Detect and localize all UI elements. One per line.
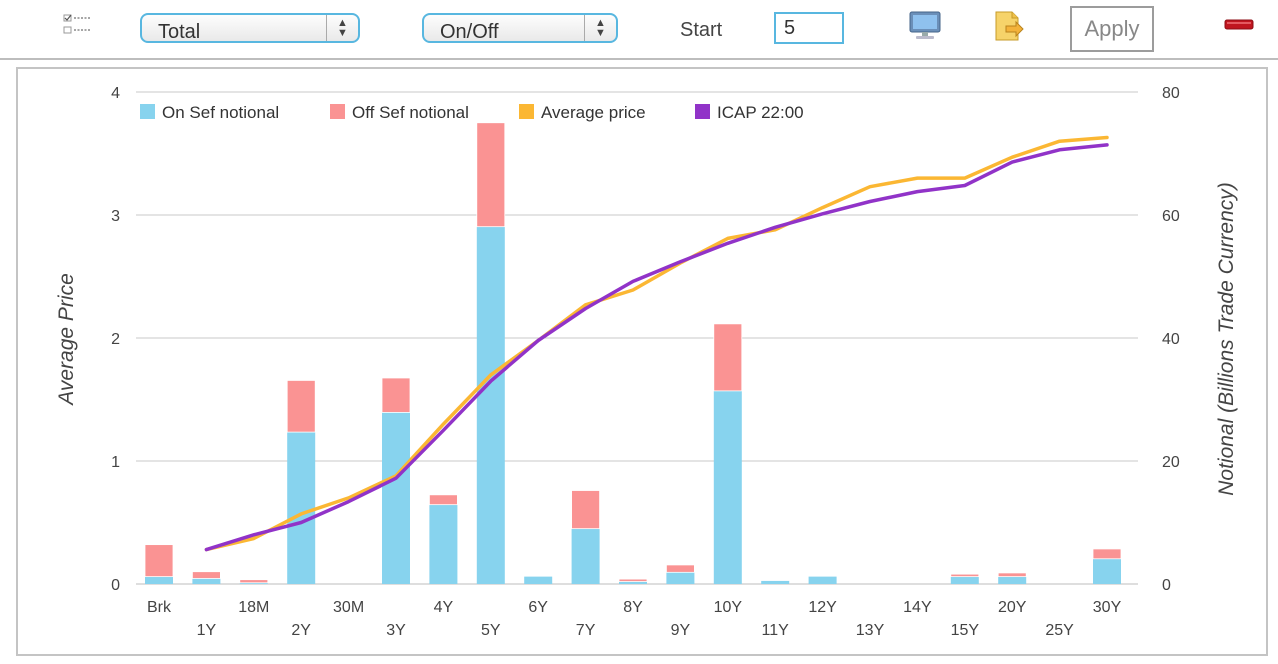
bar-off-sef bbox=[381, 377, 411, 413]
bar-off-sef bbox=[571, 490, 600, 530]
legend-label: Off Sef notional bbox=[352, 103, 469, 122]
bar-on-sef bbox=[382, 412, 410, 584]
bar-off-sef bbox=[997, 572, 1027, 578]
view-select-value: Total bbox=[158, 21, 201, 43]
legend-label: On Sef notional bbox=[162, 103, 279, 122]
select-arrows-icon: ▲ ▼ bbox=[584, 15, 616, 41]
legend-swatch bbox=[140, 104, 155, 119]
remove-icon[interactable] bbox=[1224, 18, 1254, 32]
bar-on-sef bbox=[145, 576, 173, 584]
y-left-tick-label: 1 bbox=[111, 454, 120, 471]
y-left-tick-label: 3 bbox=[111, 208, 120, 225]
bar-off-sef bbox=[428, 494, 458, 506]
bar-on-sef bbox=[619, 581, 647, 584]
y-right-tick-label: 80 bbox=[1162, 85, 1180, 102]
x-tick-label: 20Y bbox=[998, 599, 1027, 616]
x-tick-label: 12Y bbox=[808, 599, 837, 616]
series-line-icap bbox=[204, 143, 1109, 552]
bar-on-sef bbox=[998, 576, 1027, 584]
y-right-tick-label: 20 bbox=[1162, 454, 1180, 471]
x-tick-label: 18M bbox=[238, 599, 269, 616]
legend-label: Average price bbox=[541, 103, 646, 122]
x-tick-label: 30M bbox=[333, 599, 364, 616]
mode-select[interactable]: On/Off ▲ ▼ bbox=[422, 13, 618, 43]
bar-on-sef bbox=[287, 432, 316, 584]
view-select[interactable]: Total ▲ ▼ bbox=[140, 13, 360, 43]
x-tick-label: 25Y bbox=[1045, 622, 1074, 639]
bar-on-sef bbox=[808, 576, 837, 584]
bar-off-sef bbox=[666, 564, 695, 573]
x-tick-label: 5Y bbox=[481, 622, 501, 639]
start-label: Start bbox=[680, 19, 723, 41]
bar-on-sef bbox=[239, 582, 268, 584]
bar-off-sef bbox=[286, 380, 316, 433]
x-tick-label: 4Y bbox=[434, 599, 454, 616]
y-left-tick-label: 4 bbox=[111, 85, 120, 102]
bar-on-sef bbox=[429, 504, 458, 584]
start-input[interactable]: 5 bbox=[774, 12, 844, 44]
x-tick-label: 11Y bbox=[762, 622, 790, 639]
x-tick-label: 13Y bbox=[856, 622, 885, 639]
x-tick-label: 30Y bbox=[1093, 599, 1122, 616]
apply-button[interactable]: Apply bbox=[1070, 6, 1154, 52]
monitor-icon[interactable] bbox=[908, 10, 944, 42]
mode-select-value: On/Off bbox=[440, 21, 499, 43]
x-tick-label: 3Y bbox=[386, 622, 406, 639]
x-tick-label: 9Y bbox=[671, 622, 691, 639]
bar-on-sef bbox=[192, 578, 221, 584]
y-left-tick-label: 2 bbox=[111, 331, 120, 348]
x-tick-label: 1Y bbox=[197, 622, 217, 639]
bar-on-sef bbox=[524, 576, 553, 584]
legend-label: ICAP 22:00 bbox=[717, 103, 804, 122]
x-tick-label: 6Y bbox=[528, 599, 548, 616]
bar-on-sef bbox=[713, 390, 742, 584]
y-right-tick-label: 60 bbox=[1162, 208, 1180, 225]
bar-off-sef bbox=[1092, 548, 1122, 560]
legend-swatch bbox=[695, 104, 710, 119]
toolbar: Total ▲ ▼ On/Off ▲ ▼ Start 5 Apply bbox=[0, 0, 1278, 60]
x-tick-label: 8Y bbox=[623, 599, 643, 616]
bar-off-sef bbox=[713, 323, 743, 392]
bar-on-sef bbox=[476, 226, 505, 584]
y-right-tick-label: 0 bbox=[1162, 577, 1171, 594]
legend-swatch bbox=[519, 104, 534, 119]
checklist-icon[interactable] bbox=[62, 12, 92, 38]
y-right-axis-title: Notional (Billions Trade Currency) bbox=[1215, 182, 1238, 496]
y-left-axis-title: Average Price bbox=[55, 273, 78, 407]
chart: 0 0 1 20 2 40 3 60 4 80 Brk 1Y 18M 2Y 30M 3Y 4Y 5Y 6Y 7Y 8Y 9… bbox=[55, 85, 1238, 639]
bar-on-sef bbox=[1093, 558, 1121, 584]
bar-off-sef bbox=[476, 122, 506, 228]
x-tick-label: 14Y bbox=[903, 599, 932, 616]
select-arrows-icon: ▲ ▼ bbox=[326, 15, 358, 41]
y-right-tick-label: 40 bbox=[1162, 331, 1180, 348]
legend-swatch bbox=[330, 104, 345, 119]
export-icon[interactable] bbox=[992, 8, 1026, 44]
x-tick-label: 10Y bbox=[714, 599, 743, 616]
x-tick-label: 2Y bbox=[291, 622, 311, 639]
x-tick-label: Brk bbox=[147, 599, 172, 616]
bar-off-sef bbox=[618, 578, 648, 582]
bar-off-sef bbox=[950, 573, 980, 578]
y-left-tick-label: 0 bbox=[111, 577, 120, 594]
bar-on-sef bbox=[950, 576, 979, 584]
series-line-average-price bbox=[204, 135, 1109, 552]
bar-on-sef bbox=[571, 528, 600, 584]
bar-off-sef bbox=[239, 579, 269, 584]
x-tick-label: 7Y bbox=[576, 622, 596, 639]
chart-panel: 0 0 1 20 2 40 3 60 4 80 Brk 1Y 18M 2Y 30M 3Y 4Y 5Y 6Y 7Y 8Y 9… bbox=[16, 67, 1268, 656]
bar-on-sef bbox=[666, 572, 695, 584]
bar-off-sef bbox=[144, 544, 174, 578]
x-tick-label: 15Y bbox=[951, 622, 980, 639]
bar-off-sef bbox=[191, 571, 221, 579]
bar-on-sef bbox=[761, 580, 790, 584]
